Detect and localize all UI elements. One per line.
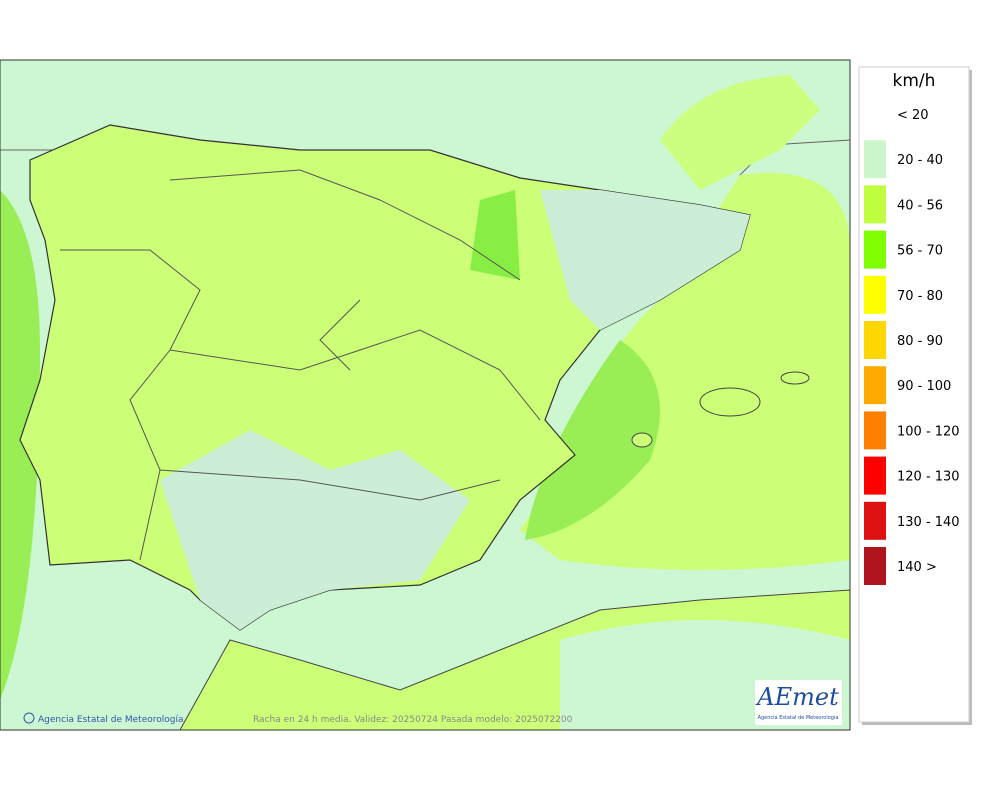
legend-label: 70 - 80 xyxy=(897,289,943,304)
wind-patch xyxy=(470,190,520,280)
wind-patch xyxy=(525,340,660,540)
borders xyxy=(60,169,541,561)
caption: Racha en 24 h media. Validez: 20250724 P… xyxy=(253,715,573,725)
credit: Agencia Estatal de Meteorología xyxy=(38,715,184,725)
legend-label: 80 - 90 xyxy=(897,334,943,349)
border xyxy=(169,329,541,421)
legend-swatch xyxy=(864,230,886,269)
logo-subtitle: Agencia Estatal de Meteorología xyxy=(758,714,839,721)
legend-label: 120 - 130 xyxy=(897,470,960,485)
border xyxy=(169,169,521,281)
legend-label: 100 - 120 xyxy=(897,424,960,439)
legend-swatch xyxy=(864,366,886,405)
calm-area xyxy=(160,430,470,630)
legend-swatch xyxy=(864,411,886,450)
wind-patch xyxy=(0,190,40,700)
legend-swatch xyxy=(864,501,886,540)
border xyxy=(159,469,501,501)
map-frame xyxy=(0,59,851,731)
logo-box xyxy=(755,680,842,725)
legend-label: 56 - 70 xyxy=(897,244,943,259)
legend-label: < 20 xyxy=(897,108,929,123)
legend: km/h < 20 20 - 40 40 - 56 56 - 70 70 - 80 80 … xyxy=(858,66,972,725)
legend-swatch xyxy=(864,321,886,359)
menorca xyxy=(780,371,810,385)
legend-title: km/h xyxy=(893,71,936,91)
legend-label: 20 - 40 xyxy=(897,153,943,168)
legend-label: 40 - 56 xyxy=(897,198,943,213)
wind-patch xyxy=(660,75,820,190)
border xyxy=(319,299,361,371)
legend-swatch xyxy=(864,456,886,495)
logo-text: AEmet xyxy=(755,683,839,711)
legend-label: 140 > xyxy=(897,560,937,575)
calm-area xyxy=(540,190,750,330)
mallorca xyxy=(699,387,761,417)
legend-swatch xyxy=(864,140,886,179)
copyright-icon xyxy=(23,712,35,724)
legend-label: 130 - 140 xyxy=(897,515,960,530)
map: Agencia Estatal de Meteorología Racha en… xyxy=(0,59,851,731)
legend-swatch xyxy=(864,185,886,224)
legend-swatch xyxy=(864,275,886,314)
legend-swatch xyxy=(864,547,886,585)
ibiza xyxy=(631,432,653,448)
legend-label: 90 - 100 xyxy=(897,379,951,394)
